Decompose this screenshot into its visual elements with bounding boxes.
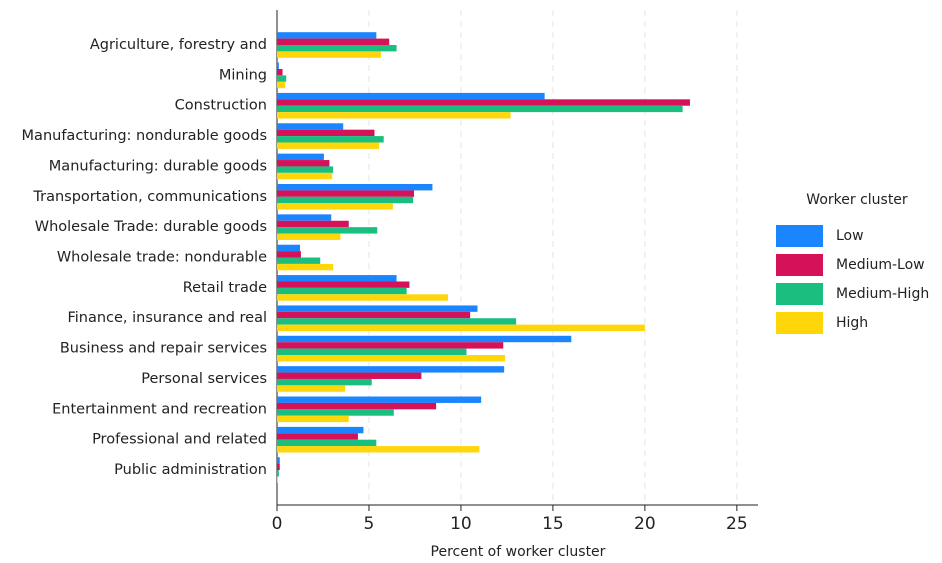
bar: [277, 396, 482, 403]
bar: [277, 32, 377, 39]
bar: [277, 142, 380, 149]
y-tick-label: Agriculture, forestry and: [90, 37, 267, 53]
bar: [277, 311, 471, 319]
x-tick-label: 0: [272, 514, 283, 534]
legend-swatch: [776, 312, 823, 334]
bar: [277, 372, 422, 379]
bar: [277, 112, 511, 119]
bar: [277, 62, 279, 69]
y-tick-label: Professional and related: [92, 432, 267, 448]
bar: [277, 457, 280, 464]
legend-swatch: [776, 225, 823, 247]
bar: [277, 51, 381, 58]
x-tick-label: 5: [364, 514, 375, 534]
legend-label: Medium-High: [836, 286, 929, 302]
y-tick-label: Business and repair services: [60, 341, 267, 357]
bar: [277, 378, 372, 386]
bar: [277, 81, 286, 89]
bar: [277, 75, 287, 82]
bar: [277, 129, 375, 137]
bar: [277, 263, 334, 271]
y-tick-label: Finance, insurance and real: [67, 310, 267, 326]
legend-label: Medium-Low: [836, 257, 925, 273]
y-tick-label: Entertainment and recreation: [52, 401, 267, 417]
bar: [277, 68, 283, 76]
bar: [277, 160, 330, 167]
bar: [277, 294, 449, 301]
y-tick-label: Construction: [175, 98, 267, 114]
bar: [277, 153, 324, 161]
legend-title: Worker cluster: [806, 192, 908, 208]
bar: [277, 38, 390, 45]
x-tick-label: 20: [634, 514, 656, 534]
bar: [277, 476, 278, 483]
y-tick-label: Retail trade: [183, 280, 267, 296]
bar: [277, 196, 414, 204]
bar: [277, 281, 410, 288]
bar: [277, 220, 349, 228]
bar: [277, 402, 437, 410]
bar: [277, 439, 377, 447]
bar: [277, 123, 344, 130]
bar: [277, 227, 378, 234]
y-tick-label: Transportation, communications: [32, 189, 267, 205]
bar: [277, 287, 407, 295]
y-tick-label: Personal services: [141, 371, 267, 387]
bar: [277, 214, 332, 221]
y-tick-label: Wholesale Trade: durable goods: [35, 219, 267, 235]
x-tick-label: 15: [542, 514, 564, 534]
bar: [277, 335, 572, 343]
bar: [277, 366, 505, 373]
bar: [277, 342, 504, 349]
y-tick-label: Manufacturing: durable goods: [49, 158, 267, 174]
bar: [277, 251, 301, 258]
bar: [277, 45, 397, 52]
y-tick-label: Wholesale trade: nondurable: [57, 250, 267, 266]
bar: [277, 348, 467, 355]
x-tick-label: 10: [450, 514, 472, 534]
bar: [277, 463, 280, 471]
bar: [277, 426, 364, 434]
bar: [277, 166, 334, 173]
bar: [277, 184, 433, 191]
bar: [277, 105, 683, 113]
bar: [277, 172, 333, 180]
bar: [277, 318, 517, 325]
bar: [277, 470, 279, 477]
bar: [277, 305, 478, 312]
bar: [277, 275, 397, 282]
y-tick-label: Mining: [219, 67, 267, 83]
bar: [277, 190, 415, 197]
legend-swatch: [776, 283, 823, 305]
bar: [277, 355, 506, 362]
bar: [277, 99, 690, 106]
bar: [277, 409, 394, 416]
bar: [277, 92, 545, 100]
x-axis-title: Percent of worker cluster: [431, 544, 606, 560]
x-tick-label: 25: [726, 514, 748, 534]
bar: [277, 136, 384, 143]
bar: [277, 324, 645, 332]
bar: [277, 415, 349, 423]
bar: [277, 203, 393, 210]
legend-swatch: [776, 254, 823, 276]
legend-label: Low: [836, 228, 864, 244]
bar: [277, 233, 341, 240]
legend-label: High: [836, 315, 868, 331]
bar: [277, 385, 346, 392]
y-tick-label: Manufacturing: nondurable goods: [22, 128, 267, 144]
bar: [277, 244, 300, 252]
y-tick-label: Public administration: [114, 462, 267, 478]
bar: [277, 433, 358, 440]
bar: [277, 446, 480, 453]
bar: [277, 257, 321, 264]
